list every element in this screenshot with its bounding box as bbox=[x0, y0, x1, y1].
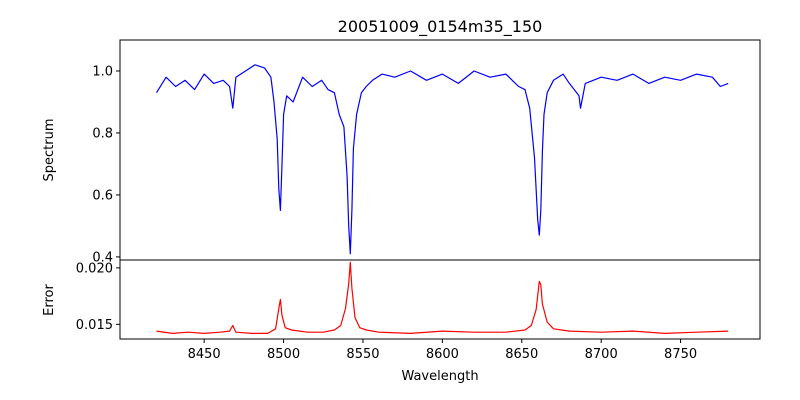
x-tick-label: 8650 bbox=[505, 347, 538, 362]
error-panel: Error 0.015 0.020 8450 8500 8550 8600 8650 870… bbox=[42, 259, 761, 384]
x-tick-label: 8700 bbox=[585, 347, 618, 362]
spectrum-y-tick-label: 0.4 bbox=[92, 250, 113, 265]
spectrum-y-tick-label: 1.0 bbox=[92, 64, 113, 79]
x-tick-label: 8450 bbox=[188, 347, 221, 362]
spectrum-y-ticks: 0.4 0.6 0.8 1.0 bbox=[92, 64, 120, 265]
x-tick-label: 8750 bbox=[664, 347, 697, 362]
spectrum-y-tick-label: 0.6 bbox=[92, 188, 113, 203]
error-y-tick-label: 0.015 bbox=[76, 318, 113, 333]
spectrum-line bbox=[155, 64, 729, 255]
chart-title: 20051009_0154m35_150 bbox=[338, 17, 543, 37]
spectrum-panel: 20051009_0154m35_150 Spectrum 0.4 0.6 0.8 1… bbox=[42, 17, 761, 265]
x-tick-label: 8500 bbox=[267, 347, 300, 362]
spectrum-y-tick-label: 0.8 bbox=[92, 126, 113, 141]
x-tick-label: 8550 bbox=[346, 347, 379, 362]
error-plot-frame bbox=[119, 259, 761, 340]
x-axis-label: Wavelength bbox=[401, 369, 478, 384]
error-series bbox=[156, 261, 729, 334]
error-y-tick-label: 0.020 bbox=[76, 261, 113, 276]
x-tick-label: 8600 bbox=[426, 347, 459, 362]
wavelength-x-ticks: 8450 8500 8550 8600 8650 8700 8750 bbox=[188, 339, 697, 362]
spectrum-series bbox=[155, 64, 729, 255]
spectrum-y-axis-label: Spectrum bbox=[42, 119, 57, 182]
error-y-ticks: 0.015 0.020 bbox=[76, 261, 120, 333]
error-line bbox=[156, 261, 729, 334]
error-y-axis-label: Error bbox=[42, 284, 57, 316]
